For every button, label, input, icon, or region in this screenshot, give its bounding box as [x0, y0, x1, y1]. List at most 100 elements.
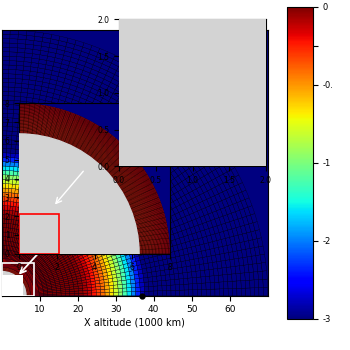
- Wedge shape: [113, 228, 119, 233]
- Wedge shape: [63, 133, 67, 135]
- Wedge shape: [126, 66, 135, 74]
- Wedge shape: [140, 219, 141, 223]
- Wedge shape: [55, 281, 60, 284]
- Wedge shape: [152, 161, 159, 168]
- Wedge shape: [57, 120, 62, 122]
- Wedge shape: [77, 165, 83, 172]
- Wedge shape: [6, 267, 7, 272]
- Wedge shape: [131, 243, 136, 249]
- Wedge shape: [113, 142, 117, 146]
- Wedge shape: [134, 207, 136, 211]
- Wedge shape: [71, 136, 76, 139]
- Wedge shape: [76, 126, 80, 129]
- Wedge shape: [118, 164, 122, 168]
- Wedge shape: [13, 270, 15, 274]
- Wedge shape: [207, 256, 212, 263]
- Wedge shape: [35, 198, 40, 204]
- Wedge shape: [135, 206, 138, 211]
- Wedge shape: [151, 200, 153, 205]
- Wedge shape: [133, 71, 142, 79]
- Wedge shape: [114, 148, 118, 152]
- Wedge shape: [148, 211, 150, 216]
- Wedge shape: [154, 249, 155, 254]
- Wedge shape: [31, 161, 36, 166]
- Wedge shape: [5, 188, 8, 193]
- Wedge shape: [127, 156, 131, 160]
- Wedge shape: [79, 199, 85, 205]
- Wedge shape: [67, 218, 72, 224]
- Wedge shape: [127, 108, 135, 116]
- Wedge shape: [88, 151, 92, 154]
- Wedge shape: [100, 142, 104, 145]
- Wedge shape: [25, 173, 29, 178]
- Wedge shape: [44, 112, 49, 113]
- Wedge shape: [16, 262, 19, 266]
- Wedge shape: [49, 133, 54, 135]
- Wedge shape: [119, 265, 124, 270]
- Wedge shape: [258, 28, 267, 37]
- Wedge shape: [51, 34, 60, 41]
- Wedge shape: [19, 110, 24, 111]
- Wedge shape: [148, 226, 149, 231]
- Wedge shape: [107, 141, 111, 145]
- Wedge shape: [135, 162, 139, 167]
- Wedge shape: [134, 220, 136, 225]
- Wedge shape: [92, 127, 97, 131]
- Wedge shape: [237, 288, 241, 296]
- Wedge shape: [166, 238, 167, 244]
- Wedge shape: [193, 181, 200, 189]
- Wedge shape: [93, 195, 100, 201]
- Wedge shape: [107, 155, 111, 159]
- Wedge shape: [267, 20, 276, 29]
- Wedge shape: [140, 291, 145, 296]
- Wedge shape: [133, 177, 136, 181]
- Wedge shape: [220, 253, 225, 261]
- Wedge shape: [153, 249, 154, 254]
- Wedge shape: [344, 64, 350, 74]
- Wedge shape: [152, 5, 159, 12]
- Wedge shape: [41, 269, 45, 272]
- Wedge shape: [240, 273, 245, 281]
- Wedge shape: [278, 64, 287, 72]
- Wedge shape: [162, 218, 163, 223]
- Wedge shape: [120, 149, 124, 153]
- Wedge shape: [212, 178, 219, 187]
- Wedge shape: [114, 292, 118, 296]
- Wedge shape: [90, 163, 96, 169]
- Wedge shape: [154, 239, 155, 244]
- Wedge shape: [264, 99, 272, 107]
- Wedge shape: [10, 197, 14, 202]
- Wedge shape: [193, 135, 202, 144]
- Wedge shape: [64, 159, 71, 164]
- Wedge shape: [69, 247, 74, 252]
- Wedge shape: [184, 235, 190, 243]
- Wedge shape: [25, 288, 29, 290]
- Wedge shape: [197, 251, 203, 258]
- Wedge shape: [285, 13, 294, 23]
- Wedge shape: [44, 265, 48, 269]
- Wedge shape: [154, 244, 155, 249]
- Wedge shape: [142, 191, 149, 198]
- Wedge shape: [193, 252, 198, 259]
- Wedge shape: [85, 276, 90, 280]
- Wedge shape: [124, 177, 127, 181]
- Wedge shape: [62, 273, 66, 276]
- Wedge shape: [281, 112, 288, 119]
- Wedge shape: [19, 181, 23, 186]
- Wedge shape: [123, 227, 129, 233]
- Wedge shape: [148, 137, 156, 145]
- Wedge shape: [27, 238, 31, 243]
- Wedge shape: [180, 224, 186, 231]
- Wedge shape: [10, 153, 15, 158]
- Wedge shape: [318, 7, 328, 18]
- Wedge shape: [119, 78, 128, 86]
- Wedge shape: [258, 54, 266, 63]
- Wedge shape: [135, 169, 139, 174]
- Wedge shape: [184, 152, 192, 160]
- Wedge shape: [164, 247, 170, 254]
- Wedge shape: [231, 244, 237, 252]
- Wedge shape: [64, 241, 70, 246]
- Wedge shape: [88, 92, 96, 99]
- Wedge shape: [243, 257, 248, 265]
- Wedge shape: [251, 74, 259, 82]
